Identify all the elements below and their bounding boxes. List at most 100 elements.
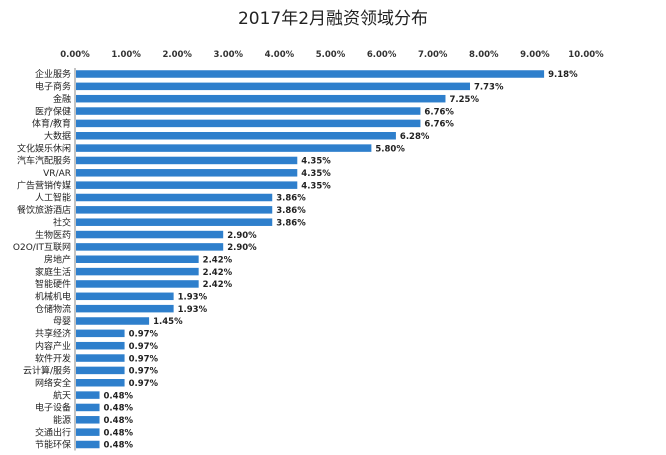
data-label: 0.48% bbox=[104, 428, 134, 438]
bar bbox=[76, 428, 100, 436]
data-label: 4.35% bbox=[301, 181, 331, 191]
data-label: 0.48% bbox=[104, 441, 134, 451]
data-label: 4.35% bbox=[301, 157, 331, 167]
category-label: 电子商务 bbox=[35, 81, 71, 93]
data-label: 1.45% bbox=[153, 317, 183, 327]
bar bbox=[76, 107, 421, 115]
data-label: 2.42% bbox=[203, 280, 233, 290]
category-label: 云计算/服务 bbox=[23, 365, 71, 377]
data-label: 0.97% bbox=[129, 367, 159, 377]
x-tick-label: 5.00% bbox=[316, 50, 346, 60]
category-label: 共享经济 bbox=[35, 328, 71, 340]
category-label: 节能环保 bbox=[35, 439, 71, 451]
bar bbox=[76, 206, 273, 214]
data-label: 1.93% bbox=[178, 305, 208, 315]
x-tick-label: 6.00% bbox=[367, 50, 397, 60]
data-label: 0.48% bbox=[104, 404, 134, 414]
x-tick-label: 4.00% bbox=[265, 50, 295, 60]
data-label: 3.86% bbox=[276, 218, 306, 228]
data-label: 3.86% bbox=[276, 206, 306, 216]
bar bbox=[76, 243, 224, 251]
x-tick-label: 10.00% bbox=[568, 50, 604, 60]
bar bbox=[76, 132, 396, 140]
category-label: 医疗保健 bbox=[35, 105, 71, 117]
category-label: VR/AR bbox=[43, 169, 71, 179]
category-label: 电子设备 bbox=[35, 402, 71, 414]
bar bbox=[76, 267, 199, 276]
bar bbox=[76, 440, 100, 449]
bar bbox=[76, 119, 421, 128]
bar bbox=[76, 156, 298, 165]
x-tick-label: 8.00% bbox=[469, 50, 499, 60]
bar bbox=[76, 304, 174, 313]
data-label: 0.97% bbox=[129, 354, 159, 364]
bar bbox=[76, 354, 125, 362]
bar bbox=[76, 230, 224, 239]
category-label: 智能硬件 bbox=[35, 278, 71, 290]
category-label: 汽车汽配服务 bbox=[17, 155, 71, 167]
bar bbox=[76, 193, 273, 202]
category-label: 母婴 bbox=[53, 316, 71, 327]
category-label: 机械机电 bbox=[35, 291, 71, 303]
category-label: 能源 bbox=[53, 414, 71, 426]
bar bbox=[76, 181, 298, 189]
category-label: 航天 bbox=[53, 389, 71, 401]
data-label: 7.25% bbox=[449, 95, 479, 105]
category-label: 人工智能 bbox=[35, 192, 71, 204]
data-label: 3.86% bbox=[276, 194, 306, 204]
bar bbox=[76, 280, 199, 288]
x-tick-label: 1.00% bbox=[111, 50, 141, 60]
category-label: 大数据 bbox=[44, 130, 71, 142]
data-label: 0.97% bbox=[129, 330, 159, 340]
data-label: 9.18% bbox=[548, 70, 578, 80]
data-label: 6.76% bbox=[424, 120, 454, 130]
x-tick-label: 2.00% bbox=[162, 50, 192, 60]
data-label: 5.80% bbox=[375, 144, 405, 154]
data-label: 2.90% bbox=[227, 243, 257, 253]
category-label: 软件开发 bbox=[35, 352, 71, 364]
bar bbox=[76, 317, 150, 325]
category-label: 房地产 bbox=[44, 253, 71, 265]
bar bbox=[76, 341, 125, 350]
category-label: 交通出行 bbox=[35, 426, 71, 438]
bar bbox=[76, 403, 100, 412]
x-tick-label: 7.00% bbox=[418, 50, 448, 60]
category-label: 金融 bbox=[53, 93, 71, 105]
x-tick-label: 9.00% bbox=[520, 50, 550, 60]
data-label: 0.48% bbox=[104, 416, 134, 426]
data-label: 6.28% bbox=[400, 132, 430, 142]
category-label: 网络安全 bbox=[35, 377, 71, 389]
bar bbox=[76, 416, 100, 424]
data-label: 1.93% bbox=[178, 293, 208, 303]
data-label: 7.73% bbox=[474, 83, 504, 93]
category-label: 内容产业 bbox=[35, 340, 71, 352]
category-label: 餐饮旅游酒店 bbox=[17, 204, 71, 216]
bar bbox=[76, 329, 125, 338]
x-tick-label: 0.00% bbox=[60, 50, 90, 60]
data-label: 0.97% bbox=[129, 342, 159, 352]
category-label: 广告营销传媒 bbox=[17, 179, 71, 191]
bar bbox=[76, 169, 298, 177]
category-label: 文化娱乐休闲 bbox=[17, 142, 71, 154]
bar bbox=[76, 292, 174, 301]
x-tick-label: 3.00% bbox=[214, 50, 244, 60]
bar bbox=[76, 218, 273, 226]
category-label: 家庭生活 bbox=[35, 266, 71, 278]
data-label: 4.35% bbox=[301, 169, 331, 179]
bar bbox=[76, 144, 372, 152]
category-label: 社交 bbox=[53, 216, 71, 228]
data-label: 2.42% bbox=[203, 255, 233, 265]
bar bbox=[76, 70, 545, 78]
data-label: 0.97% bbox=[129, 379, 159, 389]
data-label: 2.42% bbox=[203, 268, 233, 278]
data-label: 2.90% bbox=[227, 231, 257, 241]
data-label: 0.48% bbox=[104, 391, 134, 401]
category-label: 仓储物流 bbox=[35, 303, 71, 315]
bar bbox=[76, 391, 100, 399]
data-label: 6.76% bbox=[424, 107, 454, 117]
bar bbox=[76, 379, 125, 387]
bar bbox=[76, 82, 471, 91]
category-label: 企业服务 bbox=[35, 68, 71, 80]
chart-title: 2017年2月融资领域分布 bbox=[237, 9, 429, 29]
